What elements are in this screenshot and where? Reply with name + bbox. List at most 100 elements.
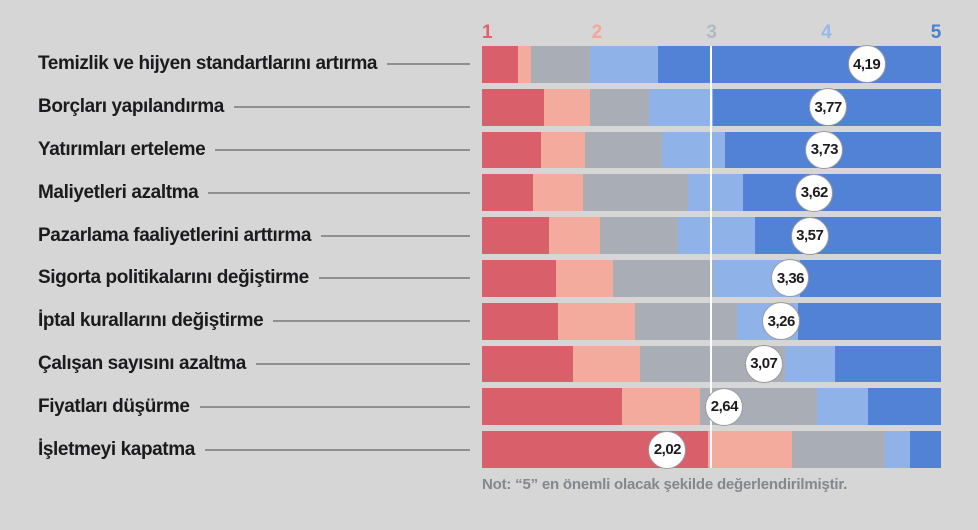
row-label: Çalışan sayısını azaltma <box>38 352 246 374</box>
segment-scale-3 <box>585 131 663 169</box>
segment-scale-5 <box>800 259 941 297</box>
stacked-bar: 3,26 <box>482 302 941 341</box>
row-label: İptal kurallarını değiştirme <box>38 310 264 332</box>
segment-scale-1 <box>482 131 542 169</box>
row-label: Temizlik ve hijyen standartlarını artırm… <box>38 53 378 75</box>
chart-row: Maliyetleri azaltma 3,62 <box>38 173 941 212</box>
segment-scale-5 <box>798 302 941 340</box>
mean-value-badge: 2,02 <box>648 430 687 469</box>
segment-scale-2 <box>555 259 613 297</box>
stacked-bar: 2,02 <box>482 430 941 469</box>
segment-scale-1 <box>482 388 622 426</box>
row-label: Borçları yapılandırma <box>38 96 224 118</box>
leader-line <box>208 191 470 194</box>
mean-value: 3,73 <box>810 141 839 159</box>
segment-scale-4 <box>662 131 726 169</box>
mean-value: 3,36 <box>776 269 805 287</box>
segment-scale-3 <box>612 259 713 297</box>
row-label: İşletmeyi kapatma <box>38 438 195 460</box>
leader-line <box>318 277 470 280</box>
leader-line <box>321 234 470 237</box>
segment-scale-2 <box>541 131 586 169</box>
chart-rows: Temizlik ve hijyen standartlarını artırm… <box>38 45 941 469</box>
axis-tick-1: 1 <box>482 22 493 43</box>
mean-value: 3,62 <box>800 184 829 202</box>
segment-scale-1 <box>482 217 549 254</box>
segment-scale-2 <box>558 302 636 340</box>
segment-scale-3 <box>599 217 678 254</box>
mean-value: 4,19 <box>853 55 881 73</box>
mean-value-badge: 3,36 <box>771 259 810 298</box>
mean-value-badge: 3,57 <box>790 216 829 255</box>
chart-row: Temizlik ve hijyen standartlarını artırm… <box>38 45 941 84</box>
segment-scale-2 <box>707 431 792 468</box>
segment-scale-3 <box>582 174 689 212</box>
mean-value: 3,07 <box>750 355 778 373</box>
stacked-bar: 3,73 <box>482 130 941 169</box>
axis-tick-4: 4 <box>821 22 832 43</box>
segment-scale-4 <box>884 431 910 468</box>
chart-row: Sigorta politikalarını değiştirme 3,36 <box>38 259 941 298</box>
mean-value-badge: 3,26 <box>762 302 801 341</box>
segment-scale-4 <box>649 88 713 126</box>
mean-value: 3,57 <box>796 227 824 245</box>
segment-scale-3 <box>589 88 650 126</box>
segment-scale-4 <box>677 217 756 254</box>
segment-scale-4 <box>817 388 868 426</box>
stacked-bar: 2,64 <box>482 387 941 426</box>
stacked-bar: 3,36 <box>482 259 941 298</box>
segment-scale-5 <box>743 174 941 212</box>
segment-scale-3 <box>530 46 590 83</box>
leader-line <box>204 448 470 451</box>
segment-scale-2 <box>621 388 700 426</box>
chart-row: Pazarlama faaliyetlerini arttırma 3,57 <box>38 216 941 255</box>
segment-scale-1 <box>482 174 533 212</box>
leader-line <box>233 106 470 109</box>
leader-line <box>273 320 470 323</box>
chart-row: İşletmeyi kapatma 2,02 <box>38 430 941 469</box>
segment-scale-5 <box>755 217 941 254</box>
stacked-bar: 3,07 <box>482 344 941 383</box>
segment-scale-2 <box>572 345 640 383</box>
stacked-bar: 4,19 <box>482 45 941 84</box>
stacked-bar: 3,57 <box>482 216 941 255</box>
mean-value-badge: 3,62 <box>795 173 834 212</box>
segment-scale-2 <box>549 217 600 254</box>
segment-scale-3 <box>635 302 738 340</box>
segment-scale-2 <box>532 174 583 212</box>
segment-scale-1 <box>482 88 544 126</box>
segment-scale-4 <box>688 174 744 212</box>
mean-value: 2,02 <box>653 441 682 459</box>
segment-scale-5 <box>834 345 941 383</box>
leader-line <box>255 362 470 365</box>
leader-line <box>387 63 470 66</box>
segment-scale-1 <box>482 345 573 383</box>
row-label: Maliyetleri azaltma <box>38 181 199 203</box>
x-axis: 1 2 3 4 5 <box>482 23 941 43</box>
stacked-bar: 3,77 <box>482 88 941 127</box>
leader-line <box>199 405 470 408</box>
segment-scale-2 <box>517 46 531 83</box>
chart-row: Fiyatları düşürme 2,64 <box>38 387 941 426</box>
segment-scale-1 <box>482 46 518 83</box>
mean-value: 3,77 <box>814 98 842 116</box>
segment-scale-1 <box>482 302 559 340</box>
segment-scale-1 <box>482 259 556 297</box>
mean-value-badge: 3,07 <box>744 344 783 383</box>
segment-scale-5 <box>909 431 941 468</box>
mean-value-badge: 4,19 <box>847 45 886 84</box>
axis-tick-5: 5 <box>930 22 942 43</box>
segment-scale-4 <box>589 46 658 83</box>
mean-value-badge: 3,73 <box>805 130 844 169</box>
chart-row: Çalışan sayısını azaltma 3,07 <box>38 344 941 383</box>
segment-scale-5 <box>657 46 941 83</box>
midline-gridline-3 <box>710 46 712 468</box>
mean-value-badge: 2,64 <box>705 387 744 426</box>
row-label: Fiyatları düşürme <box>38 395 190 417</box>
axis-tick-2: 2 <box>591 22 603 43</box>
chart-row: Yatırımları erteleme 3,73 <box>38 130 941 169</box>
segment-scale-5 <box>867 388 941 426</box>
mean-value: 2,64 <box>710 398 739 416</box>
leader-line <box>215 148 470 151</box>
